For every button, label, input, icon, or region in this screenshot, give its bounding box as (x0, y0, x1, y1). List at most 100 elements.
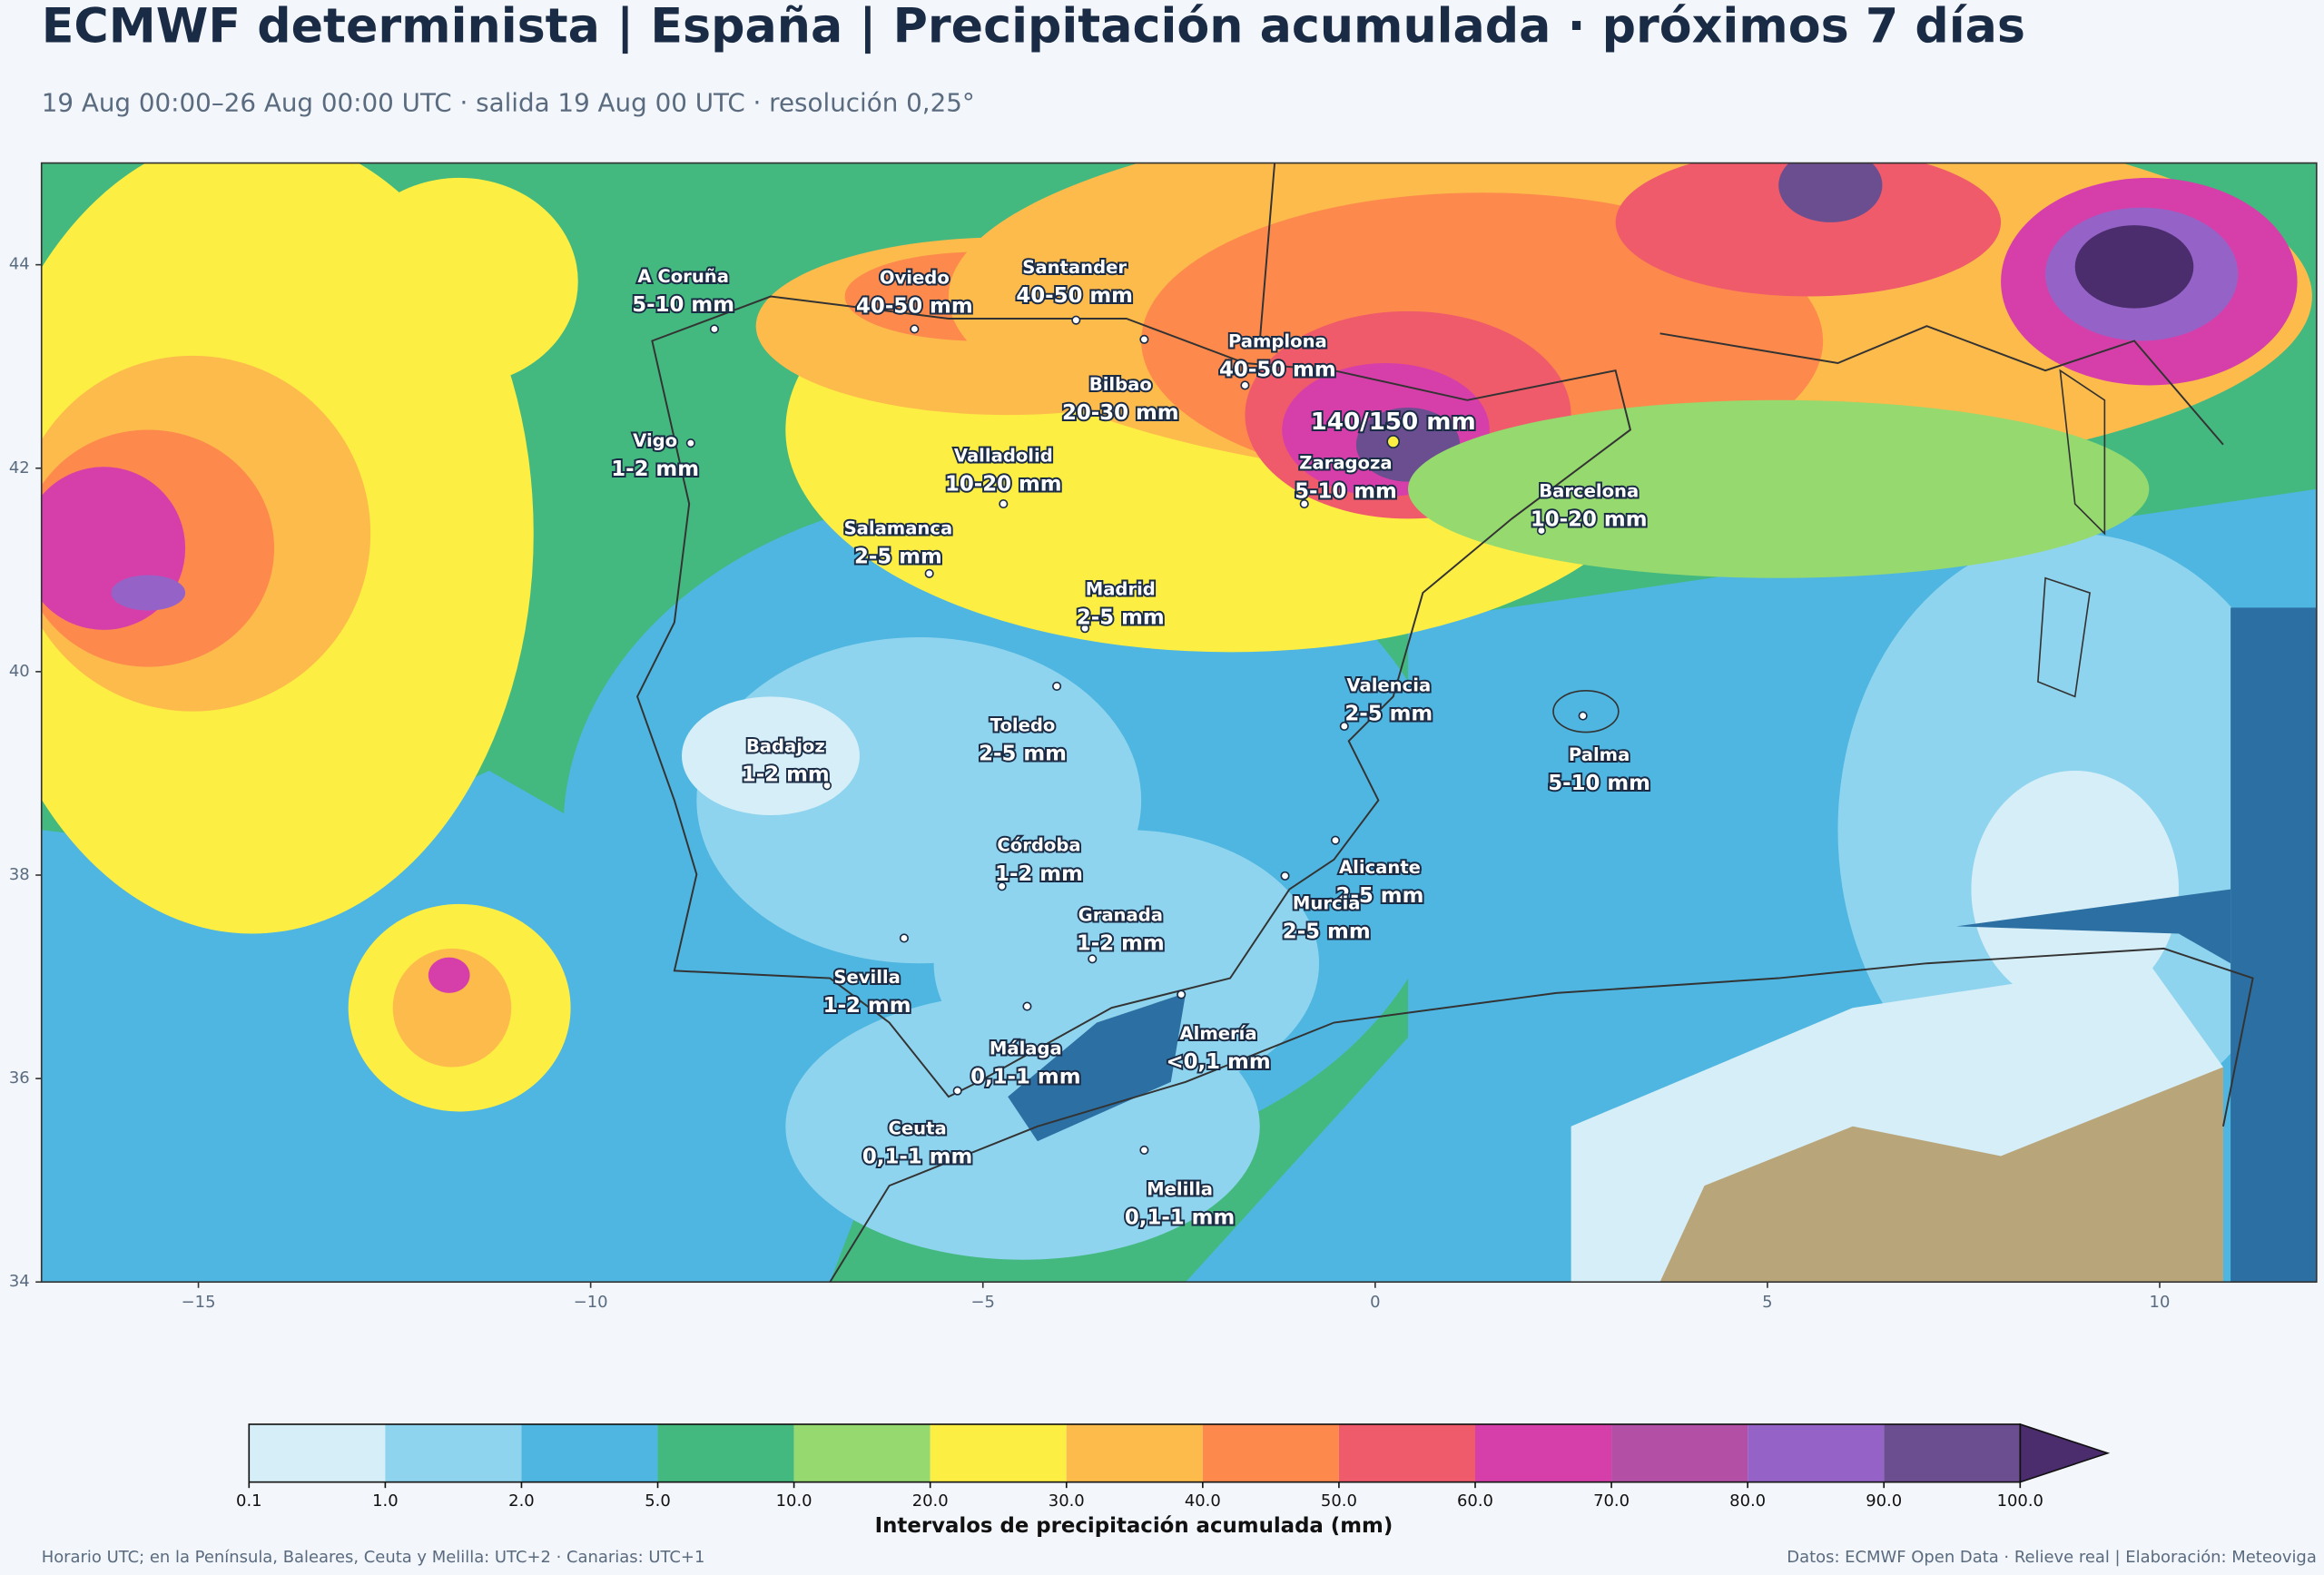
colorbar-tick-label: 1.0 (372, 1491, 399, 1511)
city-dot (1299, 499, 1309, 509)
precip-field (41, 162, 2317, 1283)
colorbar-bin (1611, 1423, 1748, 1482)
city-amount: 2-5 mm (1344, 702, 1433, 725)
city-amount: 5-10 mm (1548, 772, 1650, 795)
y-tick-label: 40 (9, 662, 30, 681)
x-tick-label: −10 (574, 1293, 608, 1312)
city-dot (1071, 315, 1081, 325)
colorbar-tick-label: 0.1 (236, 1491, 262, 1511)
colorbar-tick-label: 70.0 (1593, 1491, 1630, 1511)
colorbar-tick-label: 60.0 (1457, 1491, 1493, 1511)
colorbar-bin (1884, 1423, 2021, 1482)
max-dot (1386, 435, 1401, 448)
footer-left: Horario UTC; en la Península, Baleares, … (42, 1548, 705, 1567)
city-amount: <0,1 mm (1166, 1050, 1270, 1074)
city-name: Melilla (1147, 1179, 1213, 1200)
colorbar-tick-label: 5.0 (645, 1491, 671, 1511)
city-name: Granada (1078, 904, 1163, 925)
colorbar-frame (248, 1423, 2022, 1483)
city-dot (1052, 681, 1062, 691)
y-tick-label: 34 (9, 1272, 30, 1291)
city-dot (899, 933, 909, 943)
city-amount: 20-30 mm (1062, 401, 1179, 425)
city-dot (1536, 526, 1547, 536)
city-amount: 2-5 mm (1336, 884, 1424, 908)
city-dot (1080, 624, 1090, 634)
colorbar-bin (930, 1423, 1067, 1482)
city-dot (952, 1086, 962, 1096)
city-amount: 1-2 mm (742, 763, 830, 786)
city-name: Zaragoza (1299, 453, 1392, 474)
city-dot (1088, 954, 1098, 964)
colorbar-bin (249, 1423, 386, 1482)
city-dot (1280, 871, 1290, 881)
city-amount: 1-2 mm (1077, 931, 1165, 955)
colorbar-bin (793, 1423, 931, 1482)
city-amount: 2-5 mm (854, 545, 942, 568)
city-amount: 0,1-1 mm (862, 1146, 972, 1169)
city-amount: 5-10 mm (1295, 480, 1397, 504)
city-amount: 40-50 mm (1219, 359, 1336, 382)
y-tick-label: 44 (9, 255, 30, 274)
colorbar-bin (385, 1423, 522, 1482)
city-name: Palma (1569, 744, 1630, 765)
city-dot (1339, 721, 1349, 732)
x-tick-label: 5 (1762, 1293, 1772, 1312)
city-name: Valladolid (954, 445, 1053, 466)
city-amount: 2-5 mm (1077, 605, 1165, 629)
y-tick-label: 42 (9, 458, 30, 477)
city-dot (999, 499, 1009, 509)
map-frame (40, 162, 2318, 1284)
city-name: Vigo (633, 430, 677, 451)
subtitle: 19 Aug 00:00–26 Aug 00:00 UTC · salida 1… (42, 87, 975, 117)
colorbar-tick-label: 20.0 (912, 1491, 949, 1511)
colorbar-tick-label: 50.0 (1321, 1491, 1357, 1511)
y-tick-label: 36 (9, 1068, 30, 1088)
city-name: Almería (1179, 1023, 1256, 1044)
colorbar-tick-label: 100.0 (1997, 1491, 2043, 1511)
city-name: Pamplona (1228, 331, 1327, 352)
city-name: Barcelona (1539, 481, 1639, 502)
x-tick-label: −5 (971, 1293, 995, 1312)
city-name: Bilbao (1089, 374, 1152, 395)
city-amount: 2-5 mm (1283, 920, 1371, 943)
city-name: Valencia (1346, 674, 1431, 695)
city-dot (1022, 1001, 1032, 1011)
city-dot (685, 438, 695, 448)
city-name: Santander (1022, 257, 1127, 278)
colorbar-tick-label: 10.0 (776, 1491, 812, 1511)
colorbar-extend (2019, 1422, 2111, 1483)
city-name: A Coruña (637, 266, 729, 287)
city-name: Ceuta (889, 1118, 947, 1139)
city-name: Málaga (990, 1038, 1062, 1058)
city-amount: 40-50 mm (856, 294, 973, 318)
colorbar-tick-label: 2.0 (508, 1491, 535, 1511)
city-dot (822, 781, 832, 791)
city-amount: 1-2 mm (995, 862, 1083, 886)
city-name: Córdoba (997, 835, 1080, 856)
colorbar-title: Intervalos de precipitación acumulada (m… (875, 1514, 1393, 1538)
colorbar-bin (521, 1423, 658, 1482)
city-name: Sevilla (833, 967, 901, 988)
city-dot (910, 324, 920, 334)
city-amount: 0,1-1 mm (1125, 1206, 1235, 1230)
city-dot (924, 568, 934, 578)
colorbar-tick-label: 90.0 (1866, 1491, 1902, 1511)
city-name: Oviedo (880, 267, 950, 288)
city-dot (997, 881, 1007, 891)
city-amount: 1-2 mm (823, 994, 911, 1018)
city-name: Toledo (990, 714, 1056, 735)
colorbar-tick-label: 80.0 (1729, 1491, 1766, 1511)
city-amount: 40-50 mm (1016, 284, 1133, 308)
colorbar-tick-label: 40.0 (1185, 1491, 1221, 1511)
y-tick-label: 38 (9, 865, 30, 884)
city-amount: 1-2 mm (611, 458, 699, 481)
colorbar-bin (1202, 1423, 1339, 1482)
colorbar-bin (1338, 1423, 1475, 1482)
city-amount: 5-10 mm (632, 293, 734, 317)
city-name: Salamanca (844, 517, 953, 538)
city-amount: 10-20 mm (1531, 508, 1648, 532)
city-amount: 0,1-1 mm (970, 1065, 1080, 1088)
